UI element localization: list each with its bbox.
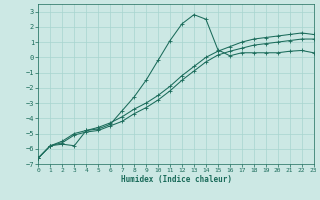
X-axis label: Humidex (Indice chaleur): Humidex (Indice chaleur) bbox=[121, 175, 231, 184]
